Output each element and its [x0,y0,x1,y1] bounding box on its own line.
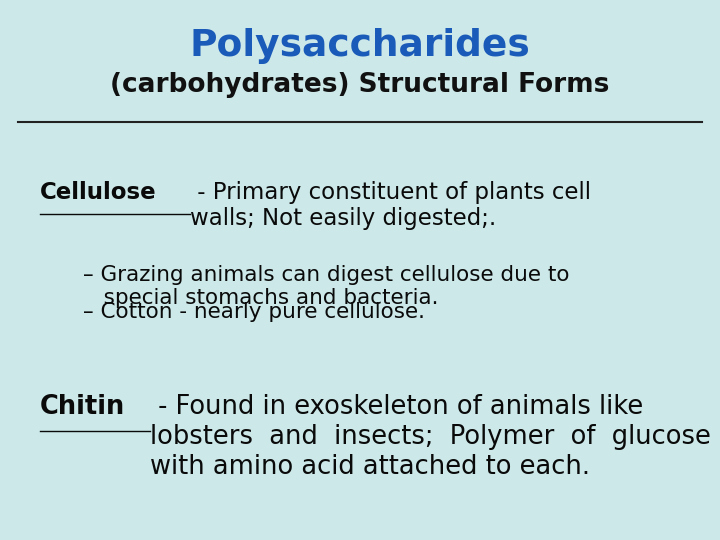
Text: Polysaccharides: Polysaccharides [189,28,531,64]
Text: (carbohydrates) Structural Forms: (carbohydrates) Structural Forms [110,72,610,98]
Text: - Primary constituent of plants cell
walls; Not easily digested;.: - Primary constituent of plants cell wal… [190,181,591,231]
Text: - Found in exoskeleton of animals like
lobsters  and  insects;  Polymer  of  glu: - Found in exoskeleton of animals like l… [150,394,711,480]
Text: Chitin: Chitin [40,394,125,420]
Text: Cellulose: Cellulose [40,181,156,204]
Text: – Cotton - nearly pure cellulose.: – Cotton - nearly pure cellulose. [83,302,425,322]
Text: – Grazing animals can digest cellulose due to
   special stomachs and bacteria.: – Grazing animals can digest cellulose d… [83,265,570,308]
